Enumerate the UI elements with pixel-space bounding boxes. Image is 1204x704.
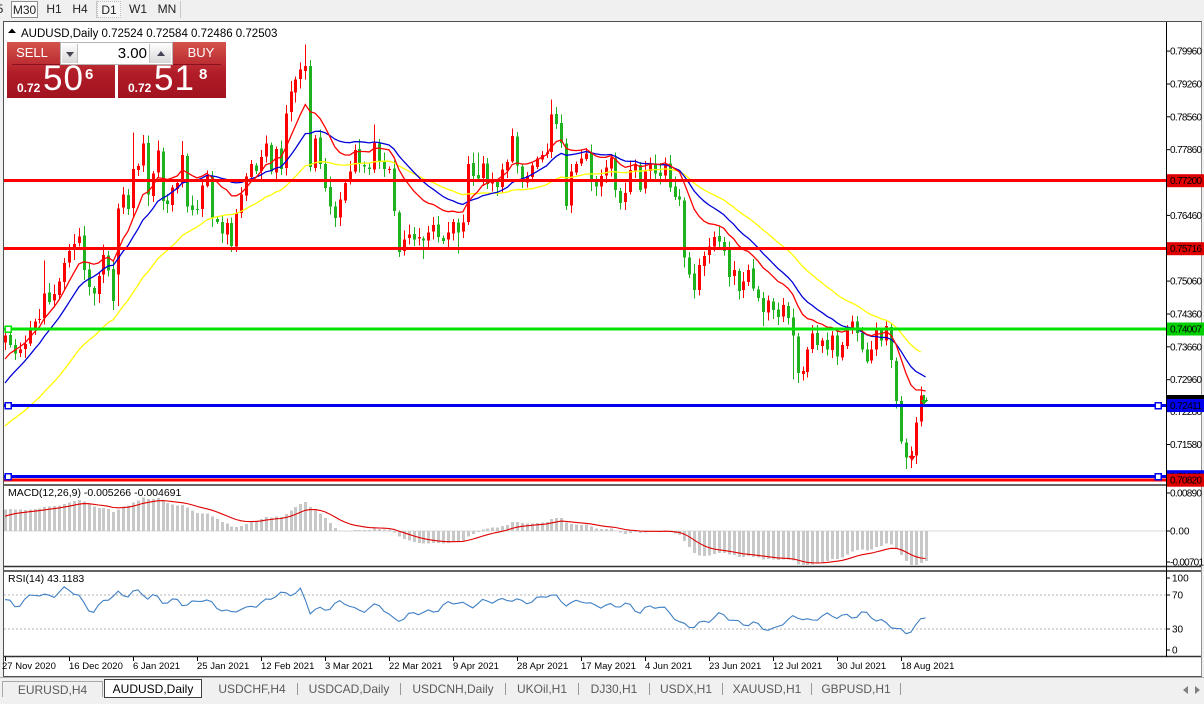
svg-text:16 Dec 2020: 16 Dec 2020 xyxy=(69,661,123,672)
svg-text:0.75060: 0.75060 xyxy=(1170,277,1202,288)
svg-text:70: 70 xyxy=(1172,591,1184,602)
svg-text:0.00890: 0.00890 xyxy=(1170,489,1202,500)
svg-text:0.71580: 0.71580 xyxy=(1170,440,1202,451)
svg-text:0.74360: 0.74360 xyxy=(1170,310,1202,321)
svg-text:17 May 2021: 17 May 2021 xyxy=(581,661,636,672)
svg-text:100: 100 xyxy=(1172,574,1189,585)
svg-text:18 Aug 2021: 18 Aug 2021 xyxy=(901,661,954,672)
svg-text:0.70820: 0.70820 xyxy=(1170,476,1202,487)
svg-text:0.75716: 0.75716 xyxy=(1170,244,1202,255)
svg-text:23 Jun 2021: 23 Jun 2021 xyxy=(709,661,761,672)
svg-text:0: 0 xyxy=(1172,646,1178,657)
svg-text:-0.00701: -0.00701 xyxy=(1170,558,1204,569)
svg-text:25 Jan 2021: 25 Jan 2021 xyxy=(197,661,249,672)
svg-text:4 Jun 2021: 4 Jun 2021 xyxy=(645,661,692,672)
svg-text:RSI(14) 43.1183: RSI(14) 43.1183 xyxy=(8,573,84,585)
svg-text:0.78560: 0.78560 xyxy=(1170,112,1202,123)
svg-text:0.72280: 0.72280 xyxy=(1170,407,1202,418)
svg-text:0.76460: 0.76460 xyxy=(1170,211,1202,222)
svg-text:28 Apr 2021: 28 Apr 2021 xyxy=(517,661,568,672)
svg-text:MACD(12,26,9) -0.005266 -0.004: MACD(12,26,9) -0.005266 -0.004691 xyxy=(8,487,182,499)
svg-text:0.77200: 0.77200 xyxy=(1170,176,1202,187)
svg-text:0.00: 0.00 xyxy=(1170,527,1190,538)
svg-text:30: 30 xyxy=(1172,625,1184,636)
svg-text:AUDUSD,Daily 0.72524 0.72584: AUDUSD,Daily 0.72524 0.72584 0.72486 0.7… xyxy=(21,28,277,40)
svg-text:12 Feb 2021: 12 Feb 2021 xyxy=(261,661,314,672)
svg-text:30 Jul 2021: 30 Jul 2021 xyxy=(837,661,886,672)
svg-text:27 Nov 2020: 27 Nov 2020 xyxy=(2,661,56,672)
svg-text:3 Mar 2021: 3 Mar 2021 xyxy=(325,661,373,672)
svg-text:9 Apr 2021: 9 Apr 2021 xyxy=(453,661,499,672)
svg-text:0.73660: 0.73660 xyxy=(1170,342,1202,353)
svg-text:0.79960: 0.79960 xyxy=(1170,47,1202,58)
svg-text:22 Mar 2021: 22 Mar 2021 xyxy=(389,661,442,672)
svg-text:0.74007: 0.74007 xyxy=(1170,325,1202,336)
svg-text:0.72411: 0.72411 xyxy=(1170,401,1202,412)
svg-text:0.79260: 0.79260 xyxy=(1170,80,1202,91)
svg-text:6 Jan 2021: 6 Jan 2021 xyxy=(133,661,180,672)
svg-text:0.77860: 0.77860 xyxy=(1170,145,1202,156)
svg-text:12 Jul 2021: 12 Jul 2021 xyxy=(773,661,822,672)
svg-text:0.72960: 0.72960 xyxy=(1170,375,1202,386)
